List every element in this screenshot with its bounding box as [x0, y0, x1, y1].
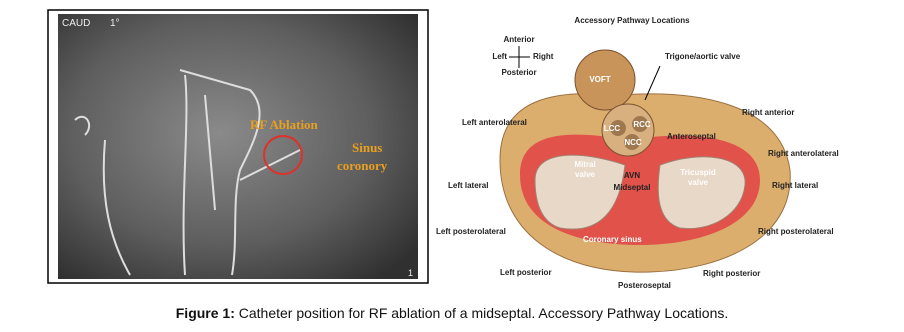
region-label: Left posterolateral — [436, 227, 506, 236]
compass-label: Right — [533, 52, 554, 61]
region-label: RCC — [633, 120, 651, 129]
annotation: Sinus — [352, 140, 382, 155]
region-label: Right anterior — [742, 108, 794, 117]
region-label: NCC — [624, 138, 642, 147]
view-label: CAUD — [62, 18, 90, 29]
region-label: Left lateral — [448, 181, 488, 190]
region-label: Trigone/aortic valve — [665, 52, 741, 61]
region-label: LCC — [604, 124, 621, 133]
caption: Figure 1: Catheter position for RF ablat… — [176, 305, 729, 321]
annotation: coronory — [337, 158, 388, 173]
compass-label: Anterior — [503, 35, 534, 44]
region-label: Right lateral — [772, 181, 818, 190]
region-label: Posteroseptal — [618, 281, 671, 290]
region-label: Coronary sinus — [583, 235, 642, 244]
region-label: Right posterolateral — [758, 227, 834, 236]
catheters — [74, 69, 301, 276]
compass-label: Posterior — [501, 68, 536, 77]
region-label: Right anterolateral — [768, 149, 839, 158]
region-label: Left anterolateral — [462, 118, 527, 127]
ablation-circle — [263, 135, 303, 175]
annotation: RF Ablation — [250, 117, 319, 132]
region-label: Right posterior — [703, 269, 760, 278]
region-label: Left posterior — [500, 268, 552, 277]
region-label: Tricuspid valve — [680, 168, 716, 187]
region-label: Midseptal — [614, 183, 651, 192]
region-label: Anteroseptal — [667, 132, 716, 141]
region-label: VOFT — [589, 75, 610, 84]
heart-diagram — [499, 46, 791, 273]
compass-label: Left — [492, 52, 507, 61]
fluoroscopy-image — [58, 14, 418, 279]
angle-label: 1° — [110, 18, 120, 29]
region-label: AVN — [624, 171, 641, 180]
diagram-title: Accessory Pathway Locations — [574, 16, 690, 25]
region-label: Mitral valve — [574, 160, 595, 179]
frame-number: 1 — [408, 268, 413, 278]
